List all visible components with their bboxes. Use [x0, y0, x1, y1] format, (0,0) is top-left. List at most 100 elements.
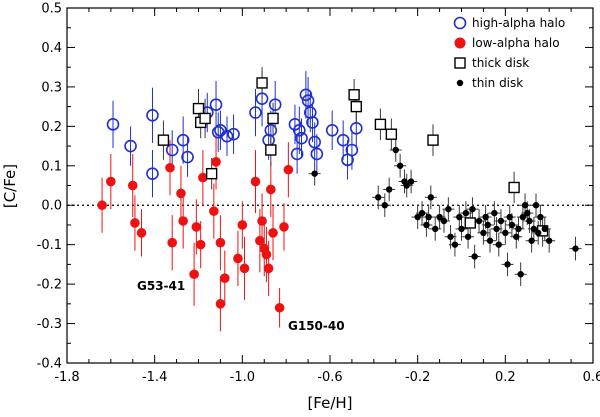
- low-alpha-halo-point: [189, 269, 199, 280]
- annotation-g53-41: G53-41: [137, 279, 185, 293]
- thin-disk-point: [515, 225, 522, 233]
- thick-disk-point: [205, 167, 218, 180]
- legend-label-high-alpha: high-alpha halo: [472, 16, 565, 30]
- low-alpha-halo-point: [263, 263, 274, 274]
- high-alpha-halo-point: [124, 139, 137, 153]
- x-tick-label: 0.2: [495, 370, 516, 385]
- thin-disk-point: [519, 213, 527, 221]
- thin-disk-point: [456, 213, 463, 221]
- thin-disk-point: [311, 170, 318, 177]
- high-alpha-halo-point: [325, 123, 339, 137]
- high-alpha-halo-point: [255, 92, 269, 106]
- high-alpha-halo-point: [220, 129, 234, 143]
- x-axis-title: [Fe/H]: [307, 394, 352, 412]
- x-tick-label: 0.6: [583, 370, 600, 385]
- high-alpha-halo-point: [349, 122, 363, 135]
- low-alpha-halo-point: [176, 188, 186, 199]
- y-tick-label: -0.2: [37, 278, 62, 293]
- legend-marker-thin-disk: [456, 79, 464, 87]
- high-alpha-halo-point: [165, 143, 179, 157]
- high-alpha-halo-point: [264, 123, 278, 137]
- annotation-g150-40: G150-40: [288, 319, 345, 333]
- thin-disk-point: [497, 217, 505, 225]
- low-alpha-halo-point: [136, 228, 147, 238]
- point-layer: [97, 77, 579, 313]
- thin-disk-point: [451, 241, 459, 248]
- low-alpha-halo-point: [165, 162, 175, 173]
- thin-disk-point: [480, 229, 487, 237]
- thin-disk-point: [535, 229, 542, 237]
- y-axis-title: [C/Fe]: [1, 164, 19, 208]
- low-alpha-halo-point: [250, 176, 261, 187]
- thin-disk-point: [427, 194, 435, 201]
- thick-disk-point: [348, 89, 360, 101]
- low-alpha-halo-point: [97, 200, 107, 211]
- high-alpha-halo-point: [106, 118, 120, 131]
- thin-disk-point: [423, 221, 430, 229]
- thick-disk-point: [267, 112, 279, 125]
- thick-disk-point: [374, 118, 387, 131]
- thin-disk-point: [407, 178, 415, 185]
- low-alpha-halo-point: [257, 216, 267, 226]
- thin-disk-point: [414, 213, 421, 221]
- legend-marker-high-alpha: [453, 16, 467, 30]
- low-alpha-halo-point: [198, 172, 208, 183]
- y-tick-label: -0.1: [37, 238, 62, 253]
- low-alpha-halo-point: [211, 157, 221, 167]
- legend-label-thick-disk: thick disk: [472, 56, 529, 70]
- high-alpha-halo-point: [209, 98, 223, 111]
- thin-disk-point: [506, 213, 513, 221]
- annotation-layer: G53-41 G150-40: [137, 279, 345, 333]
- low-alpha-halo-point: [178, 216, 188, 226]
- thin-disk-point: [517, 271, 524, 278]
- thin-disk-point: [375, 194, 382, 201]
- tick-label-layer: -1.8 -1.4 -1.0 -0.6 -0.2 0.2 0.6 -0.4 -0.3 -0.2 -0…: [37, 2, 600, 386]
- thin-disk-point: [486, 237, 494, 244]
- thin-disk-point: [537, 213, 544, 221]
- high-alpha-halo-point: [268, 98, 282, 111]
- y-tick-label: 0.1: [41, 159, 62, 174]
- x-tick-label: -1.8: [54, 370, 79, 385]
- legend-marker-thick-disk: [454, 57, 466, 69]
- thick-disk-point: [157, 134, 170, 146]
- thin-disk-point: [530, 225, 538, 233]
- high-alpha-halo-point: [293, 123, 306, 137]
- low-alpha-halo-point: [279, 222, 289, 232]
- thin-disk-point: [526, 217, 533, 225]
- thin-disk-point: [440, 217, 448, 225]
- y-tick-label: 0.5: [41, 2, 62, 17]
- thick-disk-point: [508, 181, 520, 194]
- thin-disk-point: [385, 186, 393, 193]
- thin-disk-point: [464, 233, 472, 240]
- low-alpha-halo-point: [127, 180, 138, 191]
- thin-disk-point: [436, 213, 443, 221]
- x-tick-label: -0.2: [405, 370, 430, 385]
- thin-disk-point: [432, 225, 439, 233]
- low-alpha-halo-point: [191, 222, 202, 232]
- thin-disk-point: [445, 205, 452, 213]
- high-alpha-halo-point: [290, 147, 304, 161]
- high-alpha-halo-point: [249, 106, 262, 119]
- thin-disk-point: [504, 261, 511, 268]
- thin-disk-point: [528, 237, 535, 244]
- thin-disk-point: [469, 205, 476, 213]
- low-alpha-halo-point: [237, 220, 248, 230]
- y-tick-label: -0.3: [37, 317, 62, 332]
- thick-disk-point: [350, 100, 362, 113]
- high-alpha-halo-point: [301, 94, 315, 107]
- legend-marker-low-alpha: [454, 37, 466, 49]
- low-alpha-halo-point: [209, 206, 219, 216]
- high-alpha-halo-point: [176, 133, 190, 147]
- legend-label-low-alpha: low-alpha halo: [472, 36, 560, 50]
- low-alpha-halo-point: [266, 184, 276, 195]
- x-tick-label: -1.4: [142, 370, 167, 385]
- y-tick-label: 0.2: [41, 120, 62, 135]
- low-alpha-halo-point: [239, 263, 250, 274]
- y-tick-label: 0.3: [41, 80, 62, 95]
- legend: high-alpha halo low-alpha halo thick dis…: [453, 16, 565, 90]
- low-alpha-halo-point: [106, 176, 116, 187]
- thin-disk-point: [462, 209, 470, 217]
- y-tick-label: 0.4: [41, 41, 62, 56]
- low-alpha-halo-point: [283, 164, 294, 175]
